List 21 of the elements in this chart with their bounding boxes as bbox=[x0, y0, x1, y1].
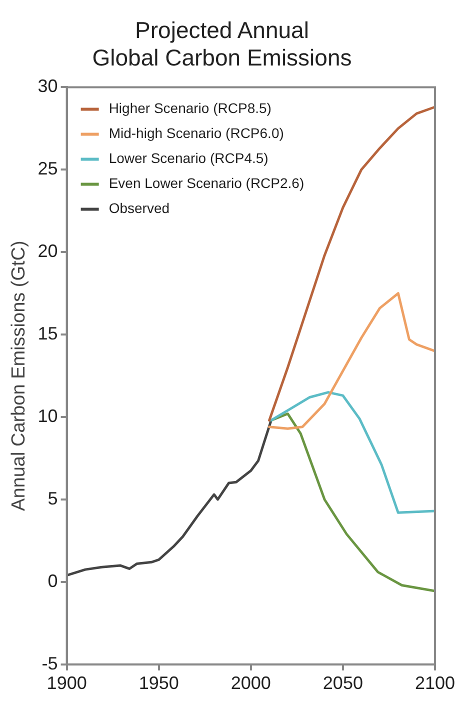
text: Projected Annual bbox=[135, 17, 309, 44]
y-tick-label: -5 bbox=[42, 653, 58, 674]
text: Global Carbon Emissions bbox=[92, 44, 352, 71]
y-tick-label: 10 bbox=[38, 406, 58, 426]
y-tick-label: 30 bbox=[38, 76, 58, 96]
legend-label: Higher Scenario (RCP8.5) bbox=[108, 100, 272, 116]
legend-label: Observed bbox=[108, 200, 170, 216]
y-axis-title: Annual Carbon Emissions (GtC) bbox=[8, 240, 30, 511]
legend-label: Lower Scenario (RCP4.5) bbox=[108, 150, 268, 166]
y-tick-label: 20 bbox=[38, 241, 58, 262]
x-tick-label: 2100 bbox=[414, 673, 455, 694]
x-tick-label: 2000 bbox=[230, 673, 271, 694]
legend-label: Even Lower Scenario (RCP2.6) bbox=[108, 175, 304, 192]
x-tick-label: 1950 bbox=[138, 673, 179, 694]
y-tick-label: 25 bbox=[38, 158, 58, 179]
y-tick-label: 0 bbox=[48, 570, 58, 591]
y-tick-label: 15 bbox=[38, 324, 58, 344]
y-tick-label: 5 bbox=[48, 488, 58, 508]
x-tick-label: 2050 bbox=[322, 673, 363, 694]
legend-label: Mid-high Scenario (RCP6.0) bbox=[108, 125, 284, 142]
x-tick-label: 1900 bbox=[46, 673, 87, 694]
